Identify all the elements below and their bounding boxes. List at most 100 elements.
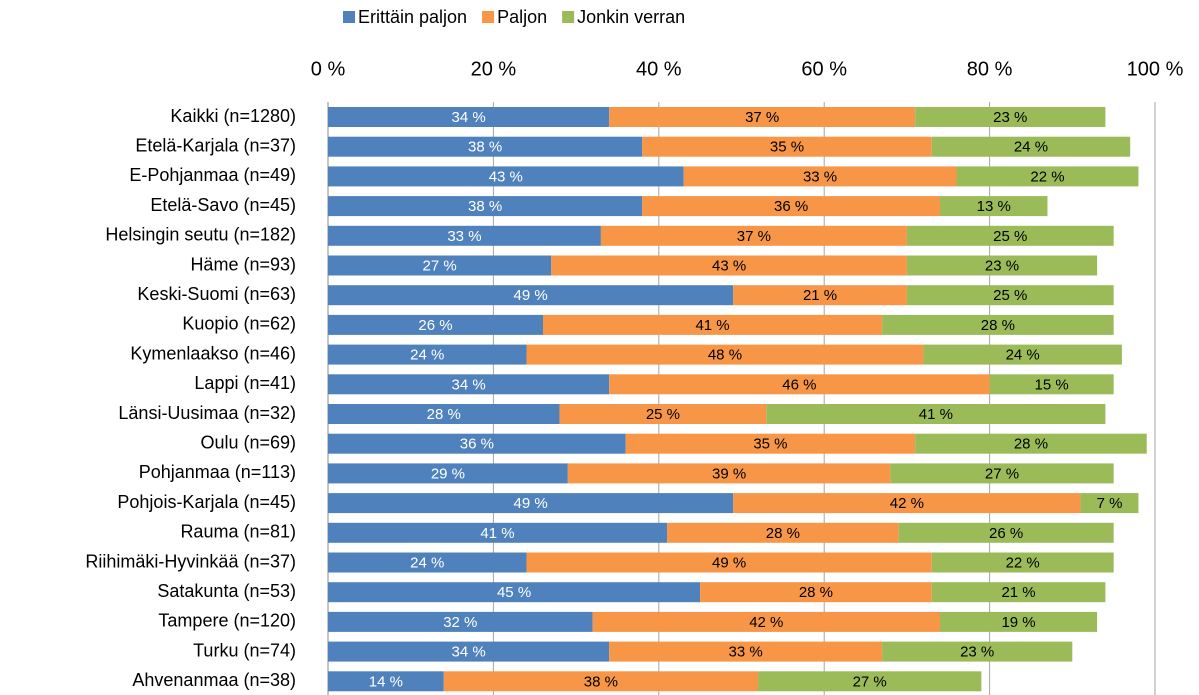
bar-segment xyxy=(328,314,544,335)
value-label: 28 % xyxy=(799,584,833,601)
value-label: 32 % xyxy=(443,614,477,631)
category-label: E-Pohjanmaa (n=49) xyxy=(129,165,296,185)
category-label: Keski-Suomi (n=63) xyxy=(137,284,296,304)
bar-segment xyxy=(328,344,527,365)
bar-segment xyxy=(328,582,701,603)
category-label: Satakunta (n=53) xyxy=(157,581,296,601)
bar-segment xyxy=(700,582,932,603)
value-label: 28 % xyxy=(981,317,1015,334)
x-tick-label: 60 % xyxy=(801,58,847,80)
bar-segment xyxy=(733,285,907,306)
bar-segment xyxy=(543,314,883,335)
value-label: 24 % xyxy=(1014,139,1048,156)
bar-segment xyxy=(526,552,932,573)
bar-segment xyxy=(328,136,643,157)
value-label: 23 % xyxy=(985,257,1019,274)
value-label: 13 % xyxy=(977,198,1011,215)
value-label: 19 % xyxy=(1001,614,1035,631)
x-tick-label: 0 % xyxy=(311,58,346,80)
value-label: 34 % xyxy=(451,109,485,126)
value-label: 28 % xyxy=(766,525,800,542)
bar-segment xyxy=(328,611,593,632)
bar-segment xyxy=(328,107,610,127)
value-label: 43 % xyxy=(712,257,746,274)
bar-segment xyxy=(328,225,601,246)
value-label: 22 % xyxy=(1030,168,1064,185)
value-label: 24 % xyxy=(410,347,444,364)
legend-swatch xyxy=(343,11,355,23)
category-label: Oulu (n=69) xyxy=(200,432,296,452)
bar-segment xyxy=(551,255,907,276)
value-label: 26 % xyxy=(418,317,452,334)
bar-segment xyxy=(526,344,924,365)
value-label: 33 % xyxy=(447,228,481,245)
value-label: 46 % xyxy=(782,376,816,393)
bar-segment xyxy=(328,404,560,424)
bar-segment xyxy=(890,463,1114,484)
value-label: 41 % xyxy=(695,317,729,334)
value-label: 36 % xyxy=(774,198,808,215)
value-label: 14 % xyxy=(369,673,403,690)
category-label: Helsingin seutu (n=182) xyxy=(105,225,296,245)
bar-segment xyxy=(882,641,1073,662)
category-label: Etelä-Karjala (n=37) xyxy=(135,135,296,155)
value-label: 49 % xyxy=(712,554,746,571)
legend-swatch xyxy=(482,11,495,23)
category-label: Häme (n=93) xyxy=(190,254,296,274)
bar-segment xyxy=(625,433,916,454)
value-label: 25 % xyxy=(646,406,680,423)
bar-segment xyxy=(931,582,1106,603)
category-label: Riihimäki-Hyvinkää (n=37) xyxy=(85,551,296,571)
legend-swatch xyxy=(562,11,575,23)
legend-label: Paljon xyxy=(497,7,547,27)
value-label: 25 % xyxy=(993,228,1027,245)
value-label: 33 % xyxy=(803,168,837,185)
value-label: 28 % xyxy=(1014,436,1048,453)
bar-segment xyxy=(766,404,1106,424)
bar-segment xyxy=(915,433,1147,454)
bar-segment xyxy=(328,671,444,692)
bar-segment xyxy=(642,136,932,157)
value-label: 45 % xyxy=(497,584,531,601)
category-label: Pohjanmaa (n=113) xyxy=(139,462,296,482)
bar-segment xyxy=(328,433,626,454)
value-label: 34 % xyxy=(451,376,485,393)
x-tick-label: 40 % xyxy=(636,58,682,80)
bar-segment xyxy=(567,463,891,484)
value-label: 35 % xyxy=(753,436,787,453)
value-label: 24 % xyxy=(410,554,444,571)
category-label: Pohjois-Karjala (n=45) xyxy=(117,492,296,512)
value-label: 49 % xyxy=(514,495,548,512)
bar-segment xyxy=(882,314,1114,335)
bar-segment xyxy=(328,196,643,217)
value-label: 15 % xyxy=(1035,376,1069,393)
bar-segment xyxy=(939,196,1048,217)
bar-segment xyxy=(328,522,668,543)
value-label: 38 % xyxy=(468,139,502,156)
bar-segment xyxy=(939,611,1098,632)
category-label: Tampere (n=120) xyxy=(158,611,296,631)
bar-segment xyxy=(906,255,1098,276)
bar-segment xyxy=(923,344,1122,365)
legend-label: Erittäin paljon xyxy=(358,7,467,27)
bar-segment xyxy=(328,255,552,276)
bar-segment xyxy=(328,285,734,306)
value-label: 43 % xyxy=(489,168,523,185)
category-label: Rauma (n=81) xyxy=(180,522,296,542)
bar-segment xyxy=(328,463,568,484)
bar-segment xyxy=(328,552,527,573)
bar-segment xyxy=(956,166,1139,187)
bar-segment xyxy=(328,641,610,662)
value-label: 41 % xyxy=(480,525,514,542)
value-label: 24 % xyxy=(1006,347,1040,364)
value-label: 38 % xyxy=(468,198,502,215)
value-label: 37 % xyxy=(737,228,771,245)
bar-segment xyxy=(559,404,767,424)
value-label: 33 % xyxy=(729,644,763,661)
bar-segment xyxy=(758,671,982,692)
bar-segment xyxy=(609,374,990,395)
value-label: 38 % xyxy=(584,673,618,690)
bar-segment xyxy=(1080,493,1139,514)
bar-segment xyxy=(915,107,1106,127)
